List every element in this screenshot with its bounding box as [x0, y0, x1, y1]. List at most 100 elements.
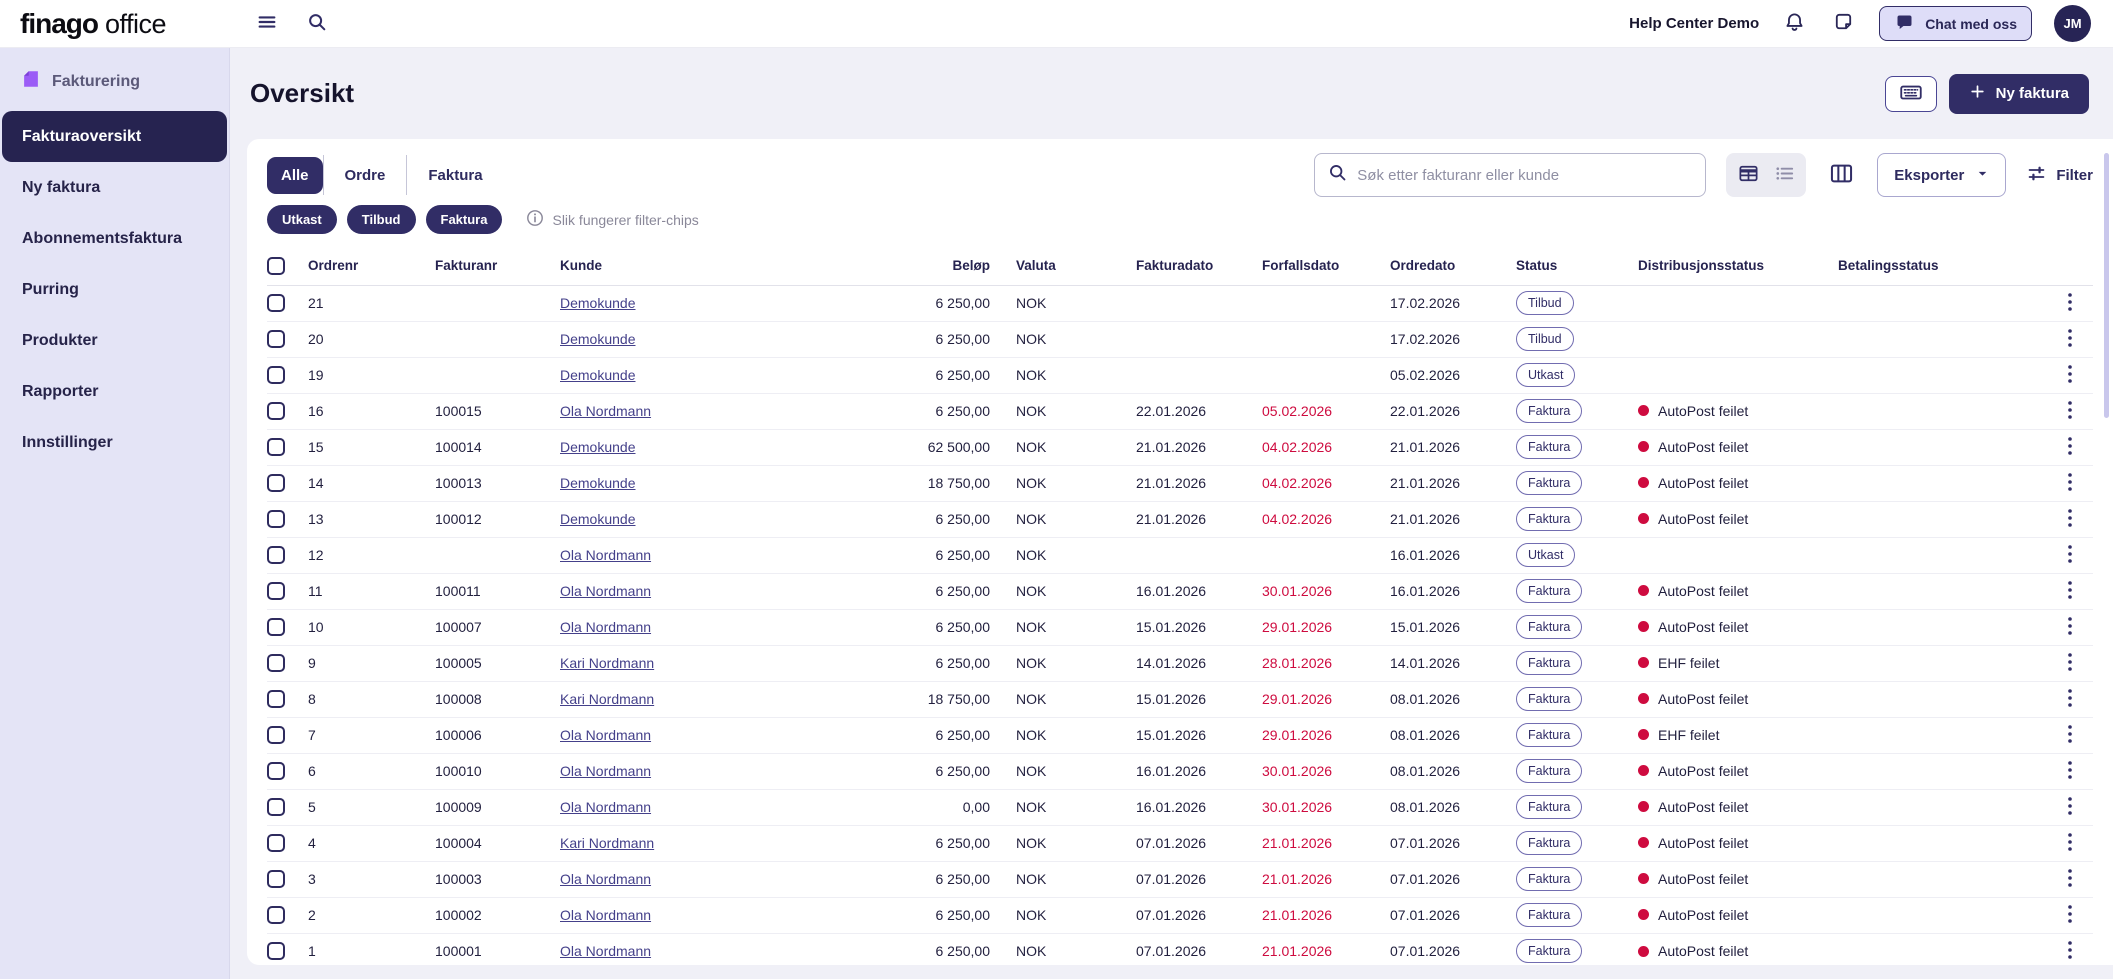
row-checkbox[interactable] [267, 330, 285, 349]
row-checkbox[interactable] [267, 582, 285, 601]
scrollbar-thumb[interactable] [2104, 153, 2109, 418]
row-menu-button[interactable] [2063, 830, 2077, 857]
list-view-button[interactable] [1766, 157, 1802, 193]
sidebar-item[interactable]: Produkter [22, 331, 98, 349]
row-menu-button[interactable] [2063, 650, 2077, 677]
row-menu-button[interactable] [2063, 902, 2077, 929]
fakturanr-cell [435, 356, 560, 393]
row-menu-button[interactable] [2063, 542, 2077, 569]
fakturadato-cell: 16.01.2026 [1136, 752, 1262, 789]
filter-chip[interactable]: Tilbud [346, 205, 416, 234]
kunde-link[interactable]: Demokunde [560, 367, 636, 383]
row-menu-button[interactable] [2063, 722, 2077, 749]
row-checkbox[interactable] [267, 726, 285, 745]
row-menu-button[interactable] [2063, 326, 2077, 353]
row-checkbox[interactable] [267, 438, 285, 457]
kunde-link[interactable]: Ola Nordmann [560, 727, 652, 743]
kunde-link[interactable]: Demokunde [560, 511, 636, 527]
keyboard-shortcuts-button[interactable] [1884, 75, 1937, 112]
sidebar-item[interactable]: Abonnementsfaktura [22, 229, 183, 247]
row-menu-button[interactable] [2063, 470, 2077, 497]
table-search[interactable] [1314, 153, 1707, 197]
row-checkbox[interactable] [267, 546, 285, 565]
row-checkbox[interactable] [267, 690, 285, 709]
row-checkbox[interactable] [267, 474, 285, 493]
filter-chip[interactable]: Utkast [267, 205, 337, 234]
row-checkbox[interactable] [267, 654, 285, 673]
chat-button[interactable]: Chat med oss [1879, 6, 2032, 41]
row-menu-button[interactable] [2063, 398, 2077, 425]
kebab-icon [2067, 616, 2073, 639]
kunde-link[interactable]: Kari Nordmann [560, 835, 655, 851]
sidebar-item[interactable]: Innstillinger [22, 433, 113, 451]
row-menu-button[interactable] [2063, 434, 2077, 461]
kunde-link[interactable]: Ola Nordmann [560, 403, 652, 419]
kunde-link[interactable]: Ola Nordmann [560, 943, 652, 960]
kunde-link[interactable]: Ola Nordmann [560, 763, 652, 779]
kunde-link[interactable]: Ola Nordmann [560, 547, 652, 563]
tab[interactable]: Alle [267, 156, 323, 194]
kunde-link[interactable]: Ola Nordmann [560, 799, 652, 815]
chat-bubble-icon [1894, 12, 1915, 36]
status-badge: Utkast [1516, 363, 1576, 387]
global-search-button[interactable] [304, 9, 330, 38]
row-menu-button[interactable] [2063, 866, 2077, 893]
sidebar-item[interactable]: Purring [22, 280, 79, 298]
tab[interactable]: Faktura [406, 155, 503, 195]
row-checkbox[interactable] [267, 618, 285, 637]
row-menu-button[interactable] [2063, 290, 2077, 317]
row-menu-button[interactable] [2063, 686, 2077, 713]
filter-chip[interactable]: Faktura [425, 205, 503, 234]
error-dot [1638, 765, 1649, 777]
row-menu-button[interactable] [2063, 578, 2077, 605]
sidebar-item[interactable]: Ny faktura [22, 178, 101, 196]
kunde-link[interactable]: Kari Nordmann [560, 691, 655, 707]
distribusjonsstatus-cell: EHF feilet [1638, 644, 1838, 681]
belop-cell: 6 250,00 [810, 536, 990, 573]
sidebar-item[interactable]: Fakturaoversikt [2, 111, 227, 162]
kunde-link[interactable]: Ola Nordmann [560, 619, 652, 635]
tab[interactable]: Ordre [322, 155, 407, 195]
menu-button[interactable] [254, 9, 280, 38]
kunde-link[interactable]: Demokunde [560, 439, 636, 455]
kunde-link[interactable]: Kari Nordmann [560, 655, 655, 671]
notes-button[interactable] [1830, 9, 1857, 39]
columns-button[interactable] [1826, 158, 1857, 192]
row-checkbox[interactable] [267, 510, 285, 529]
search-input[interactable] [1357, 166, 1694, 184]
row-checkbox[interactable] [267, 294, 285, 313]
sidebar-item[interactable]: Rapporter [22, 382, 99, 400]
row-checkbox[interactable] [267, 366, 285, 385]
status-badge: Faktura [1516, 579, 1583, 603]
row-checkbox[interactable] [267, 834, 285, 853]
fakturanr-cell: 100007 [435, 608, 560, 645]
table-view-button[interactable] [1730, 157, 1766, 193]
col-belop: Beløp [810, 247, 990, 286]
filter-button[interactable]: Filter [2026, 163, 2093, 188]
row-menu-button[interactable] [2063, 506, 2077, 533]
kunde-link[interactable]: Ola Nordmann [560, 907, 652, 923]
row-checkbox[interactable] [267, 798, 285, 817]
row-menu-button[interactable] [2063, 614, 2077, 641]
row-checkbox[interactable] [267, 402, 285, 421]
row-checkbox[interactable] [267, 906, 285, 925]
kunde-cell: Ola Nordmann [560, 392, 810, 429]
export-button[interactable]: Eksporter [1877, 153, 2007, 197]
kunde-link[interactable]: Demokunde [560, 475, 636, 491]
row-menu-button[interactable] [2063, 362, 2077, 389]
notifications-button[interactable] [1781, 9, 1808, 39]
kunde-link[interactable]: Demokunde [560, 331, 636, 347]
kunde-link[interactable]: Ola Nordmann [560, 583, 652, 599]
row-menu-button[interactable] [2063, 758, 2077, 785]
row-checkbox[interactable] [267, 762, 285, 781]
row-checkbox[interactable] [267, 870, 285, 889]
kunde-link[interactable]: Ola Nordmann [560, 871, 652, 887]
row-menu-button[interactable] [2063, 938, 2077, 965]
row-checkbox[interactable] [267, 942, 285, 961]
col-forfallsdato: Forfallsdato [1262, 247, 1390, 286]
avatar[interactable]: JM [2054, 5, 2091, 42]
select-all-checkbox[interactable] [267, 256, 285, 275]
row-menu-button[interactable] [2063, 794, 2077, 821]
new-invoice-button[interactable]: Ny faktura [1948, 73, 2089, 114]
kunde-link[interactable]: Demokunde [560, 295, 636, 311]
